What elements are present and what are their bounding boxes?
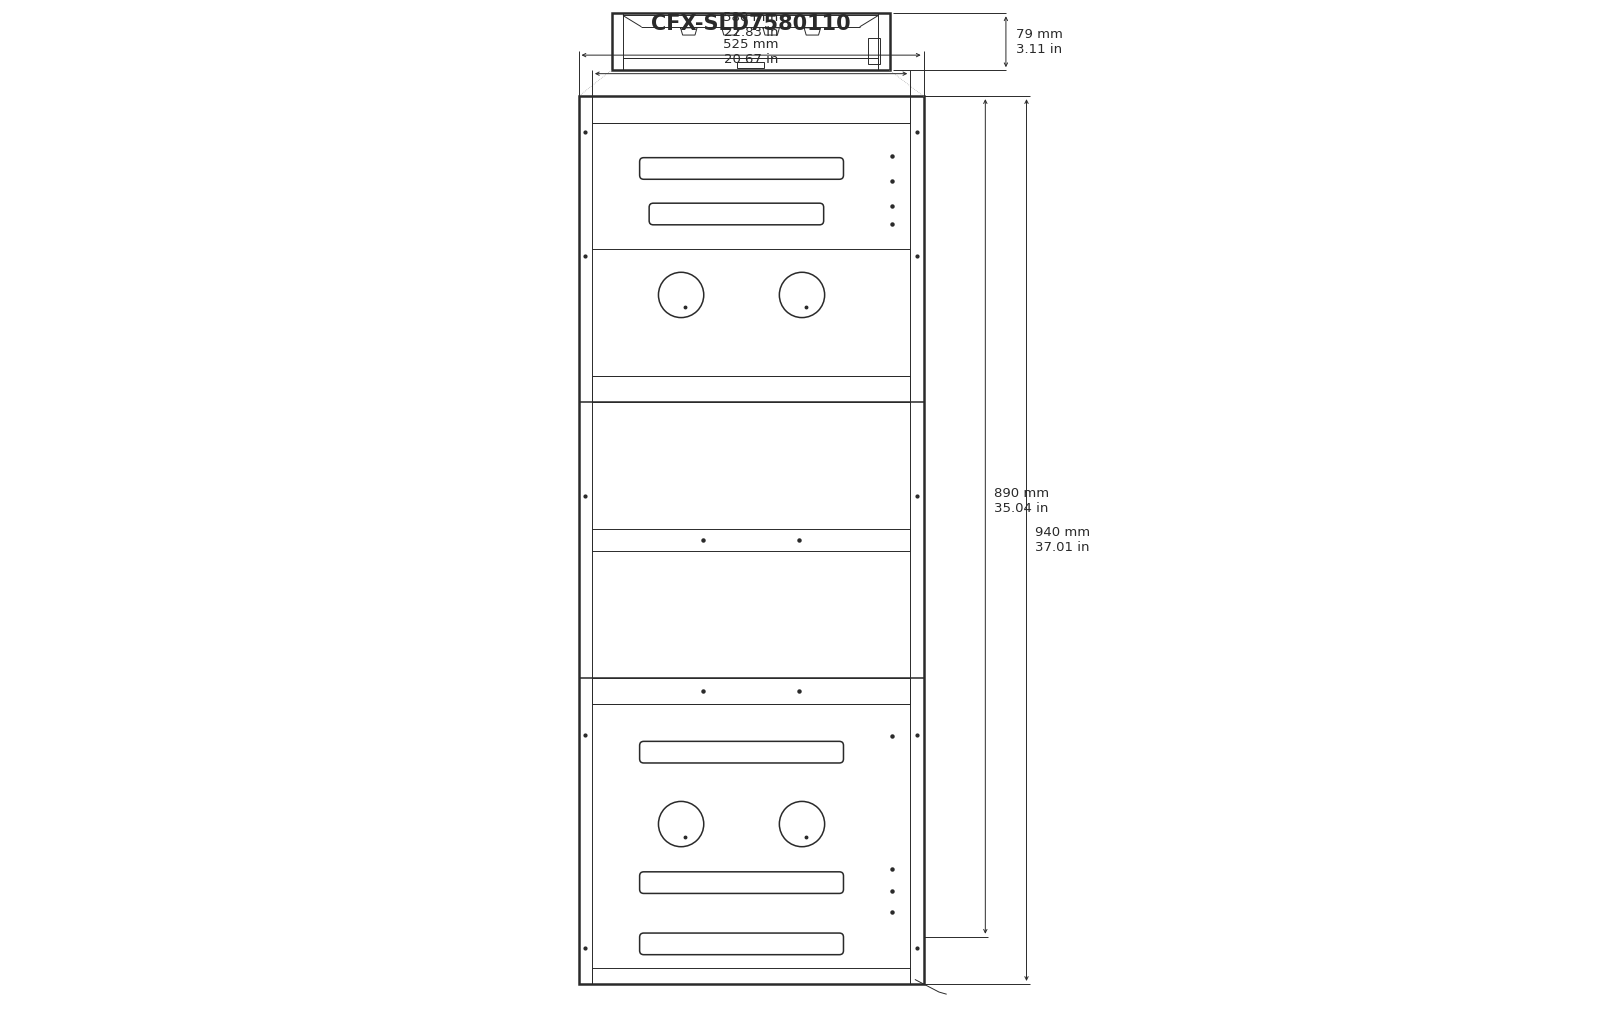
Text: CFX-SLD7580110: CFX-SLD7580110: [651, 13, 851, 34]
Text: 580 mm
22.83 in: 580 mm 22.83 in: [723, 10, 779, 38]
Text: 890 mm
35.04 in: 890 mm 35.04 in: [994, 487, 1048, 515]
Bar: [592, 96, 910, 123]
Bar: [611, 13, 622, 70]
Bar: [592, 678, 910, 704]
Bar: [579, 96, 923, 984]
Bar: [910, 96, 923, 984]
Bar: [878, 13, 890, 70]
Bar: [592, 528, 910, 551]
Bar: [867, 38, 880, 64]
Bar: [622, 58, 878, 70]
Bar: [592, 376, 910, 403]
Bar: [579, 96, 592, 984]
Text: 525 mm
20.67 in: 525 mm 20.67 in: [723, 38, 779, 66]
Bar: [738, 62, 763, 68]
Text: 940 mm
37.01 in: 940 mm 37.01 in: [1035, 526, 1090, 554]
Bar: [592, 968, 910, 984]
Bar: [611, 13, 890, 70]
Text: 79 mm
3.11 in: 79 mm 3.11 in: [1016, 28, 1062, 56]
